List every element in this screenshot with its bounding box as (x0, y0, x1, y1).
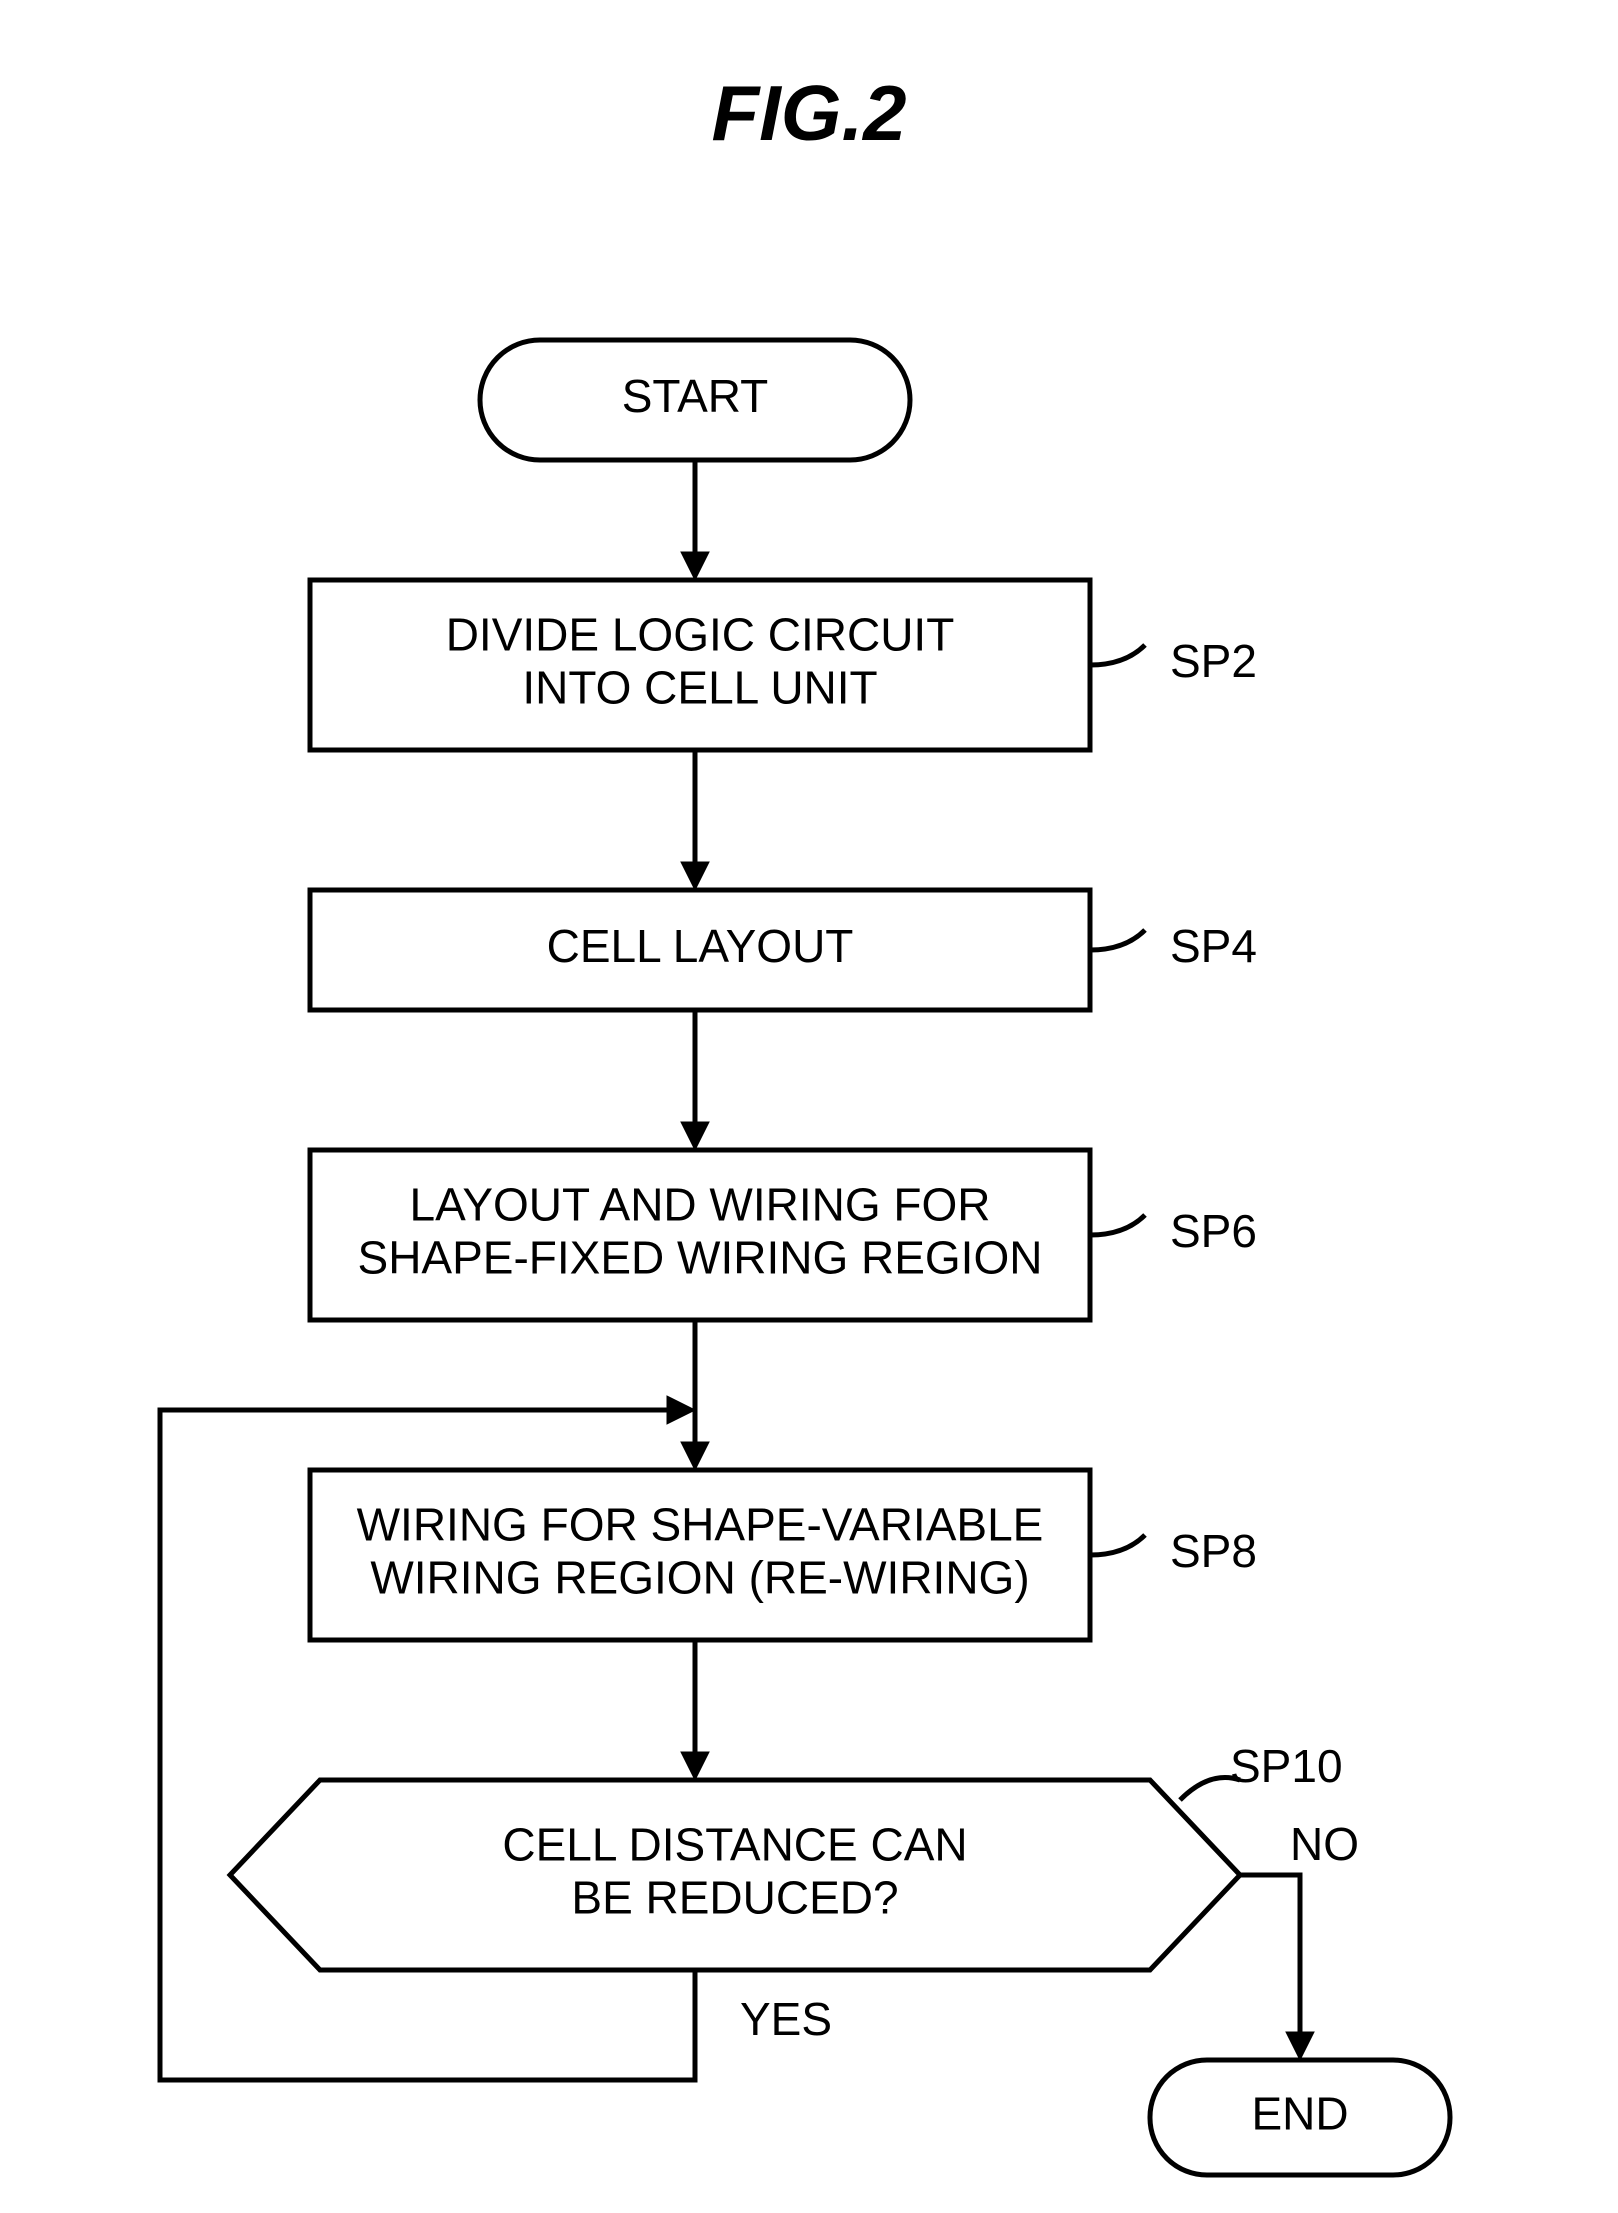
sp8-node-label-hook (1090, 1535, 1145, 1555)
sp4-node-label-hook (1090, 930, 1145, 950)
sp2-node-label-hook (1090, 645, 1145, 665)
sp2-node: DIVIDE LOGIC CIRCUITINTO CELL UNIT (310, 580, 1090, 750)
figure-title: FIG.2 (711, 69, 906, 157)
svg-text:BE REDUCED?: BE REDUCED? (571, 1872, 898, 1924)
svg-text:END: END (1251, 2088, 1348, 2140)
arrowhead-sp6_top (681, 1122, 709, 1150)
end-node: END (1150, 2060, 1450, 2175)
svg-text:WIRING REGION (RE-WIRING): WIRING REGION (RE-WIRING) (370, 1552, 1029, 1604)
sp10-node-yes-label: YES (740, 1993, 832, 2045)
svg-text:CELL LAYOUT: CELL LAYOUT (547, 920, 854, 972)
sp4-node: CELL LAYOUT (310, 890, 1090, 1010)
sp8-node-label: SP8 (1170, 1525, 1257, 1577)
svg-text:LAYOUT AND WIRING FOR: LAYOUT AND WIRING FOR (409, 1179, 990, 1231)
svg-text:CELL DISTANCE CAN: CELL DISTANCE CAN (502, 1819, 967, 1871)
sp10-node-no-label: NO (1290, 1818, 1359, 1870)
sp10-node-label: SP10 (1230, 1740, 1343, 1792)
edge-sp10_right_no-end_top (1240, 1875, 1300, 2032)
sp10-node: CELL DISTANCE CANBE REDUCED? (230, 1780, 1240, 1970)
sp4-node-label: SP4 (1170, 920, 1257, 972)
start-node: START (480, 340, 910, 460)
sp8-node: WIRING FOR SHAPE-VARIABLEWIRING REGION (… (310, 1470, 1090, 1640)
arrowhead-end_top (1286, 2032, 1314, 2060)
arrowhead-sp10_top (681, 1752, 709, 1780)
svg-text:INTO CELL UNIT: INTO CELL UNIT (522, 662, 877, 714)
arrowhead-loop_back (667, 1396, 695, 1424)
arrowhead-sp8_top (681, 1442, 709, 1470)
svg-text:DIVIDE LOGIC CIRCUIT: DIVIDE LOGIC CIRCUIT (446, 609, 955, 661)
svg-text:SHAPE-FIXED WIRING REGION: SHAPE-FIXED WIRING REGION (358, 1232, 1043, 1284)
arrowhead-sp2_top (681, 552, 709, 580)
svg-text:WIRING FOR SHAPE-VARIABLE: WIRING FOR SHAPE-VARIABLE (357, 1499, 1044, 1551)
flowchart-canvas: FIG.2 START DIVIDE LOGIC CIRCUITINTO CELL … (0, 0, 1618, 2213)
arrowhead-sp4_top (681, 862, 709, 890)
sp2-node-label: SP2 (1170, 635, 1257, 687)
sp6-node: LAYOUT AND WIRING FORSHAPE-FIXED WIRING … (310, 1150, 1090, 1320)
sp6-node-label: SP6 (1170, 1205, 1257, 1257)
sp6-node-label-hook (1090, 1215, 1145, 1235)
svg-text:START: START (622, 370, 769, 422)
